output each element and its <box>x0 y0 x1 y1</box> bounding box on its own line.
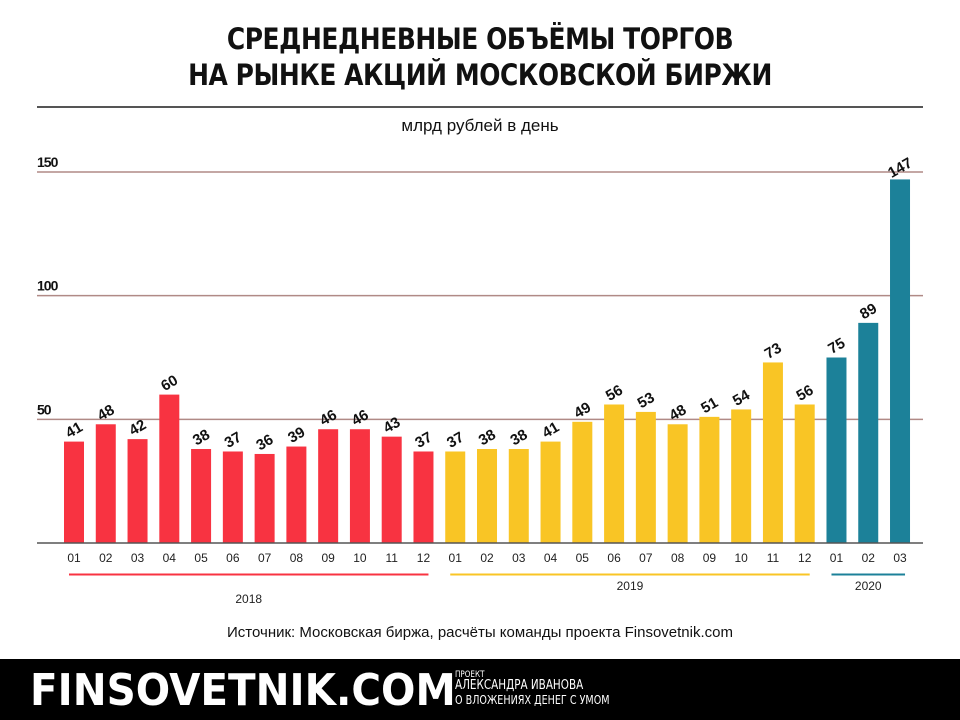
chart-units-label: млрд рублей в день <box>401 116 559 135</box>
chart-title-line2: НА РЫНКЕ АКЦИЙ МОСКОВСКОЙ БИРЖИ <box>188 58 772 92</box>
bar <box>635 411 656 543</box>
x-tick-label: 09 <box>703 551 717 565</box>
bar <box>477 449 498 543</box>
bar <box>222 451 243 543</box>
data-label: 41 <box>63 419 86 442</box>
x-tick-label: 11 <box>767 551 780 565</box>
y-tick-label: 100 <box>37 278 59 294</box>
footer-tagline-2: АЛЕКСАНДРА ИВАНОВА <box>455 678 584 693</box>
x-tick-label: 01 <box>830 551 844 565</box>
x-tick-label: 04 <box>163 551 177 565</box>
x-tick-label: 10 <box>734 551 748 565</box>
data-label: 51 <box>698 394 721 417</box>
bar <box>349 429 370 543</box>
data-label: 42 <box>126 416 149 439</box>
x-tick-label: 03 <box>131 551 145 565</box>
data-label: 38 <box>508 426 531 449</box>
x-tick-label: 12 <box>417 551 431 565</box>
x-tick-label: 08 <box>290 551 304 565</box>
bar <box>604 404 625 543</box>
data-label: 37 <box>222 429 245 452</box>
bar <box>731 409 752 543</box>
bar-chart: 50 100 150 41 01 48 02 42 03 60 04 38 05 37 06 36 07 39 08… <box>37 154 923 606</box>
x-tick-label: 12 <box>798 551 812 565</box>
bar <box>381 436 402 543</box>
x-tick-label: 11 <box>385 551 398 565</box>
x-tick-label: 10 <box>353 551 367 565</box>
x-tick-label: 06 <box>607 551 621 565</box>
data-label: 53 <box>635 389 658 412</box>
data-label: 46 <box>317 406 340 429</box>
bar <box>191 449 212 543</box>
data-label: 89 <box>857 300 880 323</box>
x-tick-label: 07 <box>639 551 653 565</box>
data-label: 39 <box>285 424 308 447</box>
bar <box>286 446 307 543</box>
bar <box>858 322 879 543</box>
bar <box>318 429 339 543</box>
x-tick-label: 02 <box>862 551 876 565</box>
bar <box>508 449 529 543</box>
x-tick-label: 04 <box>544 551 558 565</box>
x-tick-label: 06 <box>226 551 240 565</box>
x-tick-label: 05 <box>194 551 208 565</box>
data-label: 36 <box>253 431 276 454</box>
data-label: 46 <box>349 406 372 429</box>
y-tick-label: 50 <box>37 401 52 417</box>
x-tick-label: 08 <box>671 551 685 565</box>
bar <box>127 439 148 543</box>
data-label: 48 <box>666 401 689 424</box>
data-label: 41 <box>539 419 562 442</box>
x-tick-label: 03 <box>893 551 907 565</box>
year-label: 2019 <box>617 579 644 593</box>
year-label: 2018 <box>235 592 262 606</box>
data-label: 38 <box>190 426 213 449</box>
footer-tagline-1: ПРОЕКТ <box>455 670 485 680</box>
data-label: 48 <box>95 401 118 424</box>
data-label: 60 <box>158 372 181 395</box>
data-label: 43 <box>380 414 403 437</box>
bar <box>890 179 911 544</box>
x-tick-label: 01 <box>67 551 81 565</box>
bar <box>159 394 180 543</box>
source-note: Источник: Московская биржа, расчёты кома… <box>227 624 733 641</box>
x-tick-label: 02 <box>480 551 494 565</box>
bar <box>794 404 815 543</box>
x-tick-label: 01 <box>449 551 463 565</box>
bar <box>826 357 847 543</box>
data-label: 37 <box>412 429 435 452</box>
data-label: 75 <box>825 335 848 358</box>
bar <box>413 451 434 543</box>
brand-logo-text: FINSOVETNIK.COM <box>30 665 456 716</box>
data-label: 73 <box>762 340 785 363</box>
bar <box>667 424 688 543</box>
y-tick-label: 150 <box>37 154 59 170</box>
bar <box>445 451 466 543</box>
x-tick-label: 02 <box>99 551 113 565</box>
bar <box>540 441 561 543</box>
x-tick-label: 07 <box>258 551 272 565</box>
bar <box>699 416 720 543</box>
bar <box>572 421 593 543</box>
x-tick-label: 09 <box>321 551 335 565</box>
chart-title-line1: СРЕДНЕДНЕВНЫЕ ОБЪЁМЫ ТОРГОВ <box>226 22 734 56</box>
data-label: 49 <box>571 399 594 422</box>
year-label: 2020 <box>855 579 882 593</box>
bar <box>95 424 116 543</box>
data-label: 56 <box>603 382 626 405</box>
x-tick-label: 05 <box>576 551 590 565</box>
footer-banner: FINSOVETNIK.COM ПРОЕКТ АЛЕКСАНДРА ИВАНОВ… <box>0 659 960 720</box>
x-tick-label: 03 <box>512 551 526 565</box>
data-label: 147 <box>885 155 915 182</box>
data-label: 37 <box>444 429 467 452</box>
data-label: 38 <box>476 426 499 449</box>
bar <box>254 453 275 543</box>
data-label: 56 <box>793 382 816 405</box>
title-divider <box>37 106 923 108</box>
bar <box>64 441 84 543</box>
footer-tagline-3: О ВЛОЖЕНИЯХ ДЕНЕГ С УМОМ <box>455 693 610 707</box>
bar <box>762 362 783 543</box>
data-label: 54 <box>730 386 754 409</box>
